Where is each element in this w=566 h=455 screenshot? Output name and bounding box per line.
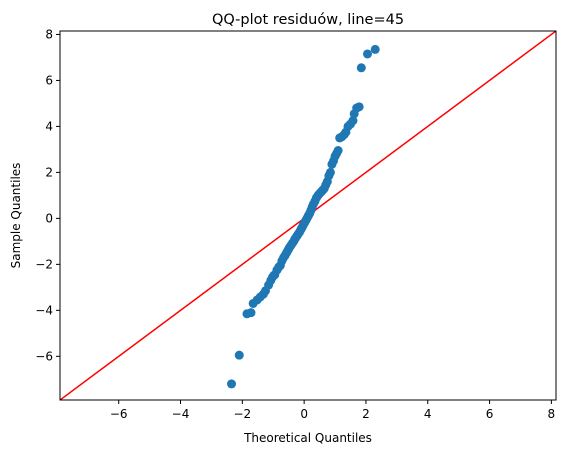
data-point xyxy=(246,308,256,318)
data-point xyxy=(325,167,335,177)
x-tick-label: −2 xyxy=(233,407,251,421)
data-point xyxy=(348,116,358,126)
x-tick-label: 8 xyxy=(548,407,556,421)
reference-line-45 xyxy=(60,31,556,400)
y-axis-label: Sample Quantiles xyxy=(9,163,23,269)
data-point xyxy=(234,350,244,360)
y-tick-label: −6 xyxy=(35,349,53,363)
x-tick-label: −6 xyxy=(110,407,128,421)
y-tick-label: 8 xyxy=(45,27,53,41)
x-tick-label: 2 xyxy=(362,407,370,421)
y-tick-label: 6 xyxy=(45,73,53,87)
y-tick-label: 2 xyxy=(45,165,53,179)
y-tick-label: −2 xyxy=(35,257,53,271)
plot-frame xyxy=(59,30,557,401)
data-point xyxy=(227,379,237,389)
x-tick-label: 4 xyxy=(424,407,432,421)
x-tick-label: 6 xyxy=(486,407,494,421)
data-point xyxy=(356,63,366,73)
chart-title: QQ-plot residuów, line=45 xyxy=(212,12,404,28)
data-point xyxy=(333,146,343,156)
data-point xyxy=(370,44,380,54)
y-tick-label: 4 xyxy=(45,119,53,133)
x-tick-label: 0 xyxy=(300,407,308,421)
x-tick-label: −4 xyxy=(172,407,190,421)
y-tick-label: 0 xyxy=(45,211,53,225)
y-tick-label: −4 xyxy=(35,303,53,317)
data-point xyxy=(362,49,372,59)
x-axis-label: Theoretical Quantiles xyxy=(243,431,372,445)
data-point xyxy=(354,102,364,112)
